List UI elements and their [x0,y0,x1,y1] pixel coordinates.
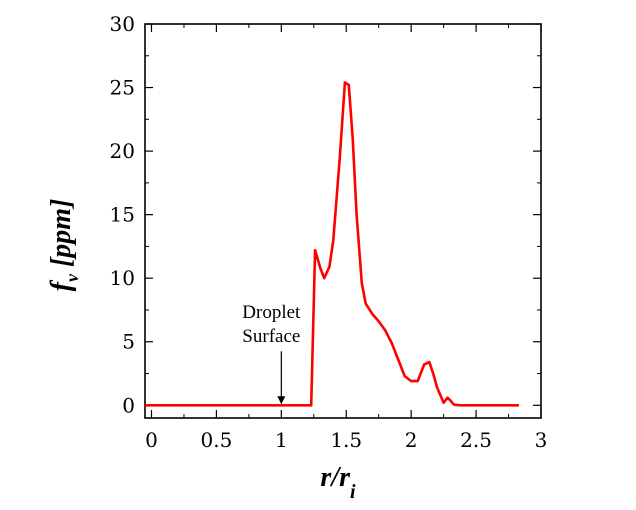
y-tick-label: 30 [110,12,135,36]
plot-border [144,23,542,419]
series-group [145,81,519,407]
y-axis-title: fv [ppm] [46,199,82,292]
annotation: Droplet Surface [242,302,301,405]
y-axis-title-rest: [ppm] [46,199,77,274]
x-tick-label: 1 [275,428,288,452]
annotation-arrowhead [277,396,286,405]
y-tick-label: 15 [110,203,135,227]
y-axis-title-sub: v [62,273,82,282]
series-line [145,81,519,407]
y-axis-title-main: f [46,279,77,291]
annotation-text: Surface [242,326,300,347]
annotation-text: Droplet [242,302,301,323]
x-axis-title-main: r/r [320,462,351,493]
x-tick-label: 0 [145,428,158,452]
x-tick-label: 0.5 [201,428,233,452]
y-tick-label: 0 [122,393,135,417]
x-axis: 0 0.5 1 1.5 2 2.5 3 [145,24,547,452]
y-tick-label: 25 [110,76,135,100]
x-tick-label: 2 [405,428,418,452]
y-tick-label: 10 [110,266,135,290]
y-tick-label: 5 [122,330,135,354]
y-axis: 0 5 10 15 20 25 30 [110,12,541,417]
x-tick-label: 3 [535,428,548,452]
x-axis-title-sub: i [350,481,356,503]
x-tick-label: 2.5 [460,428,492,452]
x-tick-label: 1.5 [330,428,362,452]
x-axis-title: r/ri [320,462,356,503]
plot-frame [144,23,542,419]
y-tick-label: 20 [110,139,135,163]
